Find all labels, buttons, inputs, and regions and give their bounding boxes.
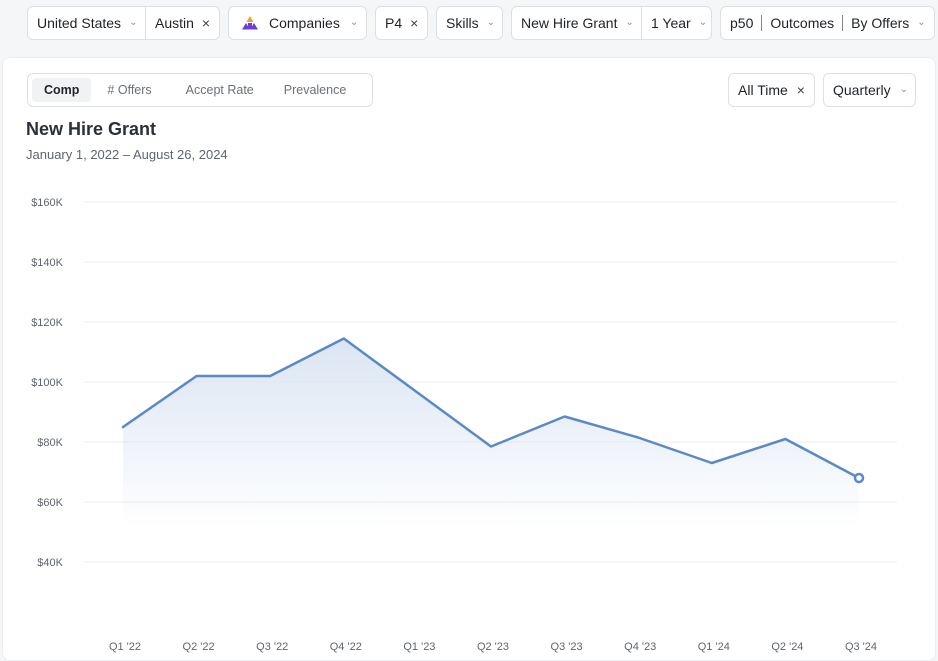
x-tick-label: Q4 '23 xyxy=(624,641,656,653)
by-select[interactable]: By Offers ⌄ xyxy=(843,7,933,39)
chevron-down-icon: ⌄ xyxy=(129,16,138,28)
chart-title: New Hire Grant xyxy=(26,119,157,139)
companies-filter[interactable]: Companies ⌄ xyxy=(228,6,367,40)
percentile-label: p50 xyxy=(730,15,754,31)
x-tick-label: Q1 '24 xyxy=(698,641,730,653)
time-range-chip[interactable]: All Time × xyxy=(728,73,815,107)
chevron-down-icon: ⌄ xyxy=(698,16,708,28)
comp-type-select[interactable]: New Hire Grant ⌄ xyxy=(512,7,641,39)
series-area xyxy=(123,338,859,527)
city-chip[interactable]: Austin × xyxy=(145,7,219,39)
location-filter: United States ⌄ Austin × xyxy=(27,6,220,40)
divider xyxy=(761,15,763,31)
tab-accept-rate[interactable]: Accept Rate xyxy=(185,83,254,97)
time-range-label: All Time xyxy=(738,82,788,98)
x-tick-label: Q2 '23 xyxy=(477,641,509,653)
x-tick-label: Q3 '23 xyxy=(551,641,583,653)
companies-label: Companies xyxy=(269,15,340,31)
city-label: Austin xyxy=(155,15,194,31)
country-select[interactable]: United States ⌄ xyxy=(28,7,145,39)
y-tick-label: $60K xyxy=(37,497,63,509)
chevron-down-icon: ⌄ xyxy=(486,16,496,28)
y-tick-label: $160K xyxy=(31,197,63,209)
chevron-down-icon: ⌄ xyxy=(917,16,926,28)
outcomes-select[interactable]: Outcomes xyxy=(762,7,842,39)
close-icon[interactable]: × xyxy=(201,15,211,31)
comp-type-label: New Hire Grant xyxy=(521,15,618,31)
chevron-down-icon: ⌄ xyxy=(899,83,908,95)
x-tick-label: Q1 '23 xyxy=(403,641,435,653)
outcomes-label: Outcomes xyxy=(770,15,835,31)
y-tick-label: $40K xyxy=(37,557,63,569)
country-label: United States xyxy=(37,15,122,31)
level-chip[interactable]: P4 × xyxy=(375,6,428,40)
last-point-marker xyxy=(853,472,865,484)
period-select[interactable]: 1 Year ⌄ xyxy=(641,7,716,39)
skills-filter[interactable]: Skills ⌄ xyxy=(436,6,503,40)
level-label: P4 xyxy=(385,15,403,31)
x-tick-label: Q1 '22 xyxy=(109,641,141,653)
x-tick-label: Q3 '24 xyxy=(845,641,877,653)
tab-comp[interactable]: Comp xyxy=(32,78,92,102)
x-tick-label: Q3 '22 xyxy=(256,641,288,653)
chevron-down-icon: ⌄ xyxy=(349,16,359,28)
percentile-select[interactable]: p50 xyxy=(721,7,753,39)
comp-type-filter: New Hire Grant ⌄ 1 Year ⌄ xyxy=(511,6,712,40)
series-line xyxy=(121,337,861,480)
x-tick-label: Q4 '22 xyxy=(330,641,362,653)
granularity-label: Quarterly xyxy=(833,82,891,98)
metric-tabs: Comp # Offers Accept Rate Prevalence xyxy=(27,73,373,107)
y-tick-label: $140K xyxy=(31,257,63,269)
line-chart: $40K $60K $80K $100K $120K $140K $160K Q1 '22 Q2… xyxy=(31,197,897,653)
tab-prevalence[interactable]: Prevalence xyxy=(283,83,347,97)
divider xyxy=(842,15,844,31)
filter-bar: United States ⌄ Austin × Companies ⌄ P4 … xyxy=(0,0,938,48)
period-label: 1 Year xyxy=(651,15,691,31)
tab-offers[interactable]: # Offers xyxy=(107,83,152,97)
chevron-down-icon: ⌄ xyxy=(625,16,634,28)
close-icon[interactable]: × xyxy=(410,15,419,31)
x-tick-label: Q2 '22 xyxy=(183,641,215,653)
by-label: By Offers xyxy=(851,15,910,31)
skills-label: Skills xyxy=(446,15,479,31)
date-range: January 1, 2022 – August 26, 2024 xyxy=(26,147,228,162)
stats-filter: p50 Outcomes By Offers ⌄ xyxy=(720,6,935,40)
chart-card: Comp # Offers Accept Rate Prevalence All… xyxy=(2,57,936,661)
y-tick-label: $100K xyxy=(31,377,63,389)
granularity-select[interactable]: Quarterly ⌄ xyxy=(823,73,916,107)
company-logo-icon xyxy=(242,16,258,30)
y-tick-label: $80K xyxy=(37,437,63,449)
x-tick-label: Q2 '24 xyxy=(771,641,803,653)
y-tick-label: $120K xyxy=(31,317,63,329)
close-icon[interactable]: × xyxy=(796,82,805,98)
